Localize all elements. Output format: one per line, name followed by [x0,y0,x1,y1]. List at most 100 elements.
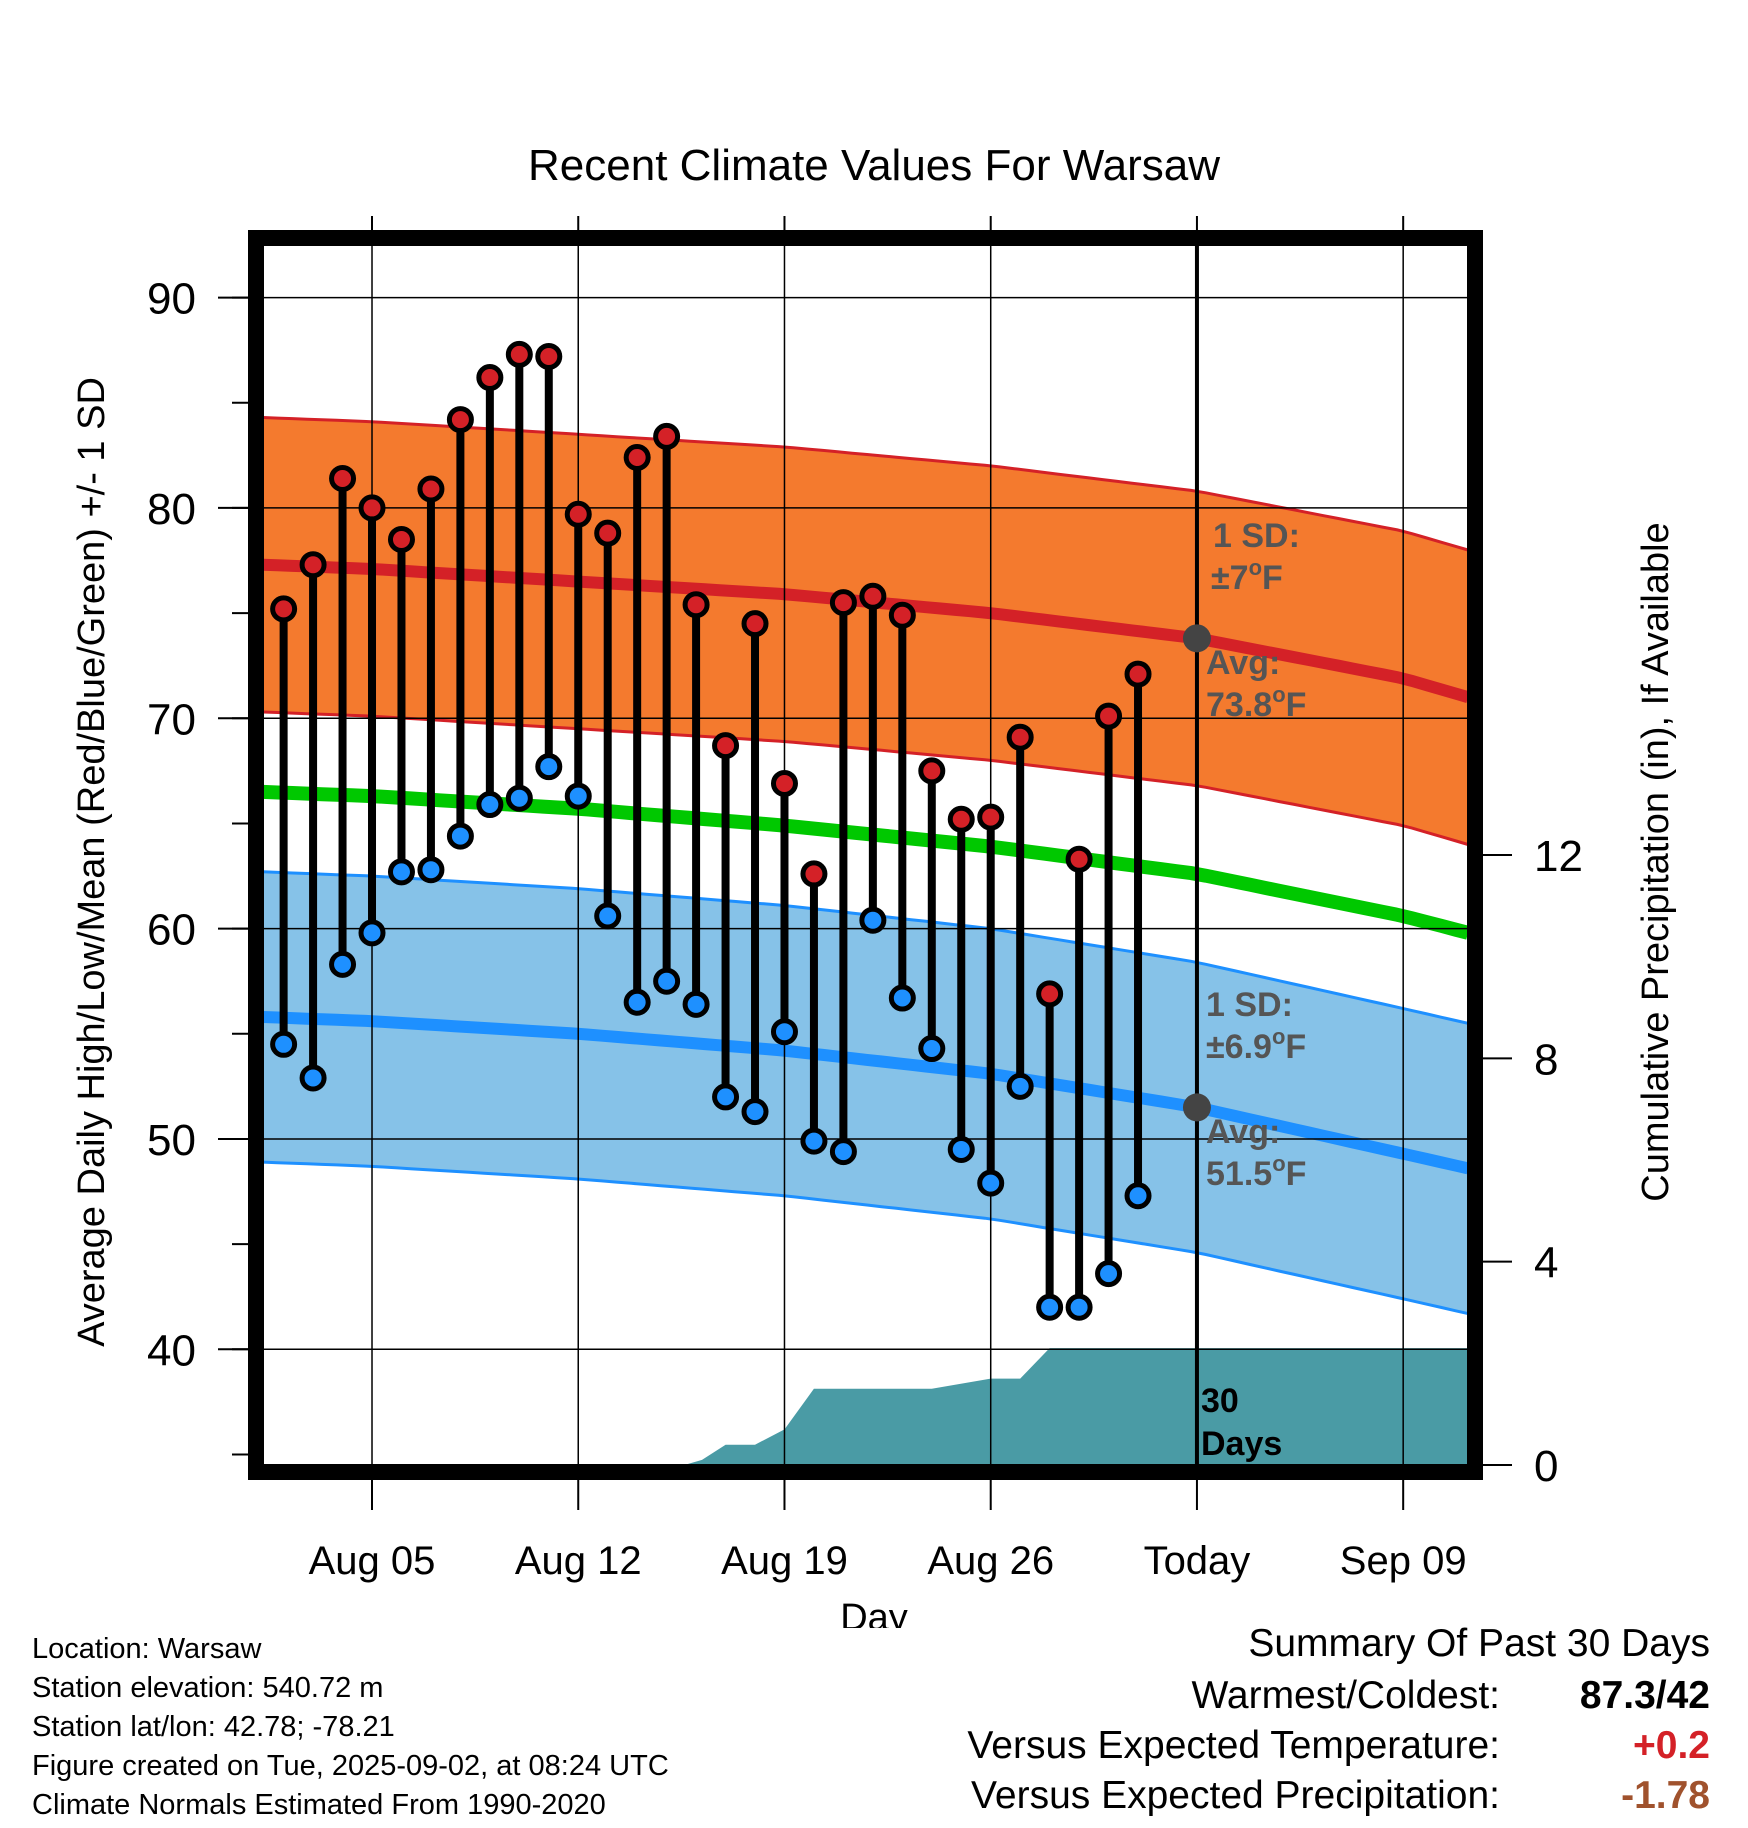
daily-low-point [1124,1182,1152,1210]
today-avg-high-marker [1182,624,1211,653]
precip-label: Versus Expected Precipitation: [971,1774,1500,1817]
summary-title: Summary Of Past 30 Days [1248,1622,1710,1665]
high-sd-label: 1 SD: [1213,517,1300,555]
daily-low-point [888,984,916,1012]
daily-low-point [947,1135,975,1163]
daily-low-point [741,1098,769,1126]
y-tick-label: 40 [147,1326,196,1375]
daily-low-point [829,1138,857,1166]
low-sd-value: ±6.9oF [1206,1024,1306,1066]
y2-tick-label: 12 [1534,832,1583,881]
daily-high-point [623,443,651,471]
daily-high-point [682,591,710,619]
avg-low-line [262,1011,1470,1175]
daily-low-point [712,1083,740,1111]
daily-low-point [977,1169,1005,1197]
temp-label: Versus Expected Temperature: [967,1724,1500,1767]
x-tick-label: Aug 19 [721,1539,848,1583]
high-sd-band [263,417,1468,845]
summary-panel: Summary Of Past 30 Days Warmest/Coldest:… [810,1622,1710,1824]
daily-low-point [1006,1072,1034,1100]
daily-high-point [770,769,798,797]
daily-low-point [476,791,504,819]
y2-tick-label: 8 [1534,1035,1558,1084]
x-tick-label: Today [1144,1539,1251,1583]
high-avg-value: 73.8oF [1206,682,1306,724]
daily-low-point [358,919,386,947]
latlon-text: Station lat/lon: 42.78; -78.21 [32,1711,395,1743]
daily-high-point [829,589,857,617]
high-avg-label: Avg: [1206,644,1280,682]
daily-high-point [1065,845,1093,873]
daily-high-point [947,805,975,833]
temp-value: +0.2 [1633,1724,1710,1767]
daily-high-point [358,494,386,522]
daily-high-point [1095,702,1123,730]
warmest-value: 87.3/42 [1579,1674,1710,1717]
y-tick-label: 80 [147,485,196,534]
y-tick-label: 70 [147,695,196,744]
y-axis-label: Average Daily High/Low/Mean (Red/Blue/Gr… [71,377,113,1347]
daily-high-point [270,595,298,623]
daily-high-point [417,475,445,503]
low-avg-label: Avg: [1206,1113,1280,1151]
daily-high-point [505,340,533,368]
days-label-number: 30 [1201,1382,1239,1420]
daily-high-point [1036,980,1064,1008]
daily-high-point [888,601,916,629]
daily-low-point [1065,1293,1093,1321]
daily-low-point [270,1030,298,1058]
daily-high-point [1006,723,1034,751]
daily-low-point [299,1064,327,1092]
daily-low-point [1095,1260,1123,1288]
daily-high-point [535,342,563,370]
y-tick-label: 50 [147,1116,196,1165]
daily-low-point [417,856,445,884]
daily-low-point [387,858,415,886]
low-sd-label: 1 SD: [1206,986,1293,1024]
x-tick-label: Aug 05 [309,1539,436,1583]
low-avg-value: 51.5oF [1206,1151,1306,1193]
location-text: Location: Warsaw [32,1633,262,1665]
daily-high-point [329,464,357,492]
y2-tick-label: 0 [1534,1442,1558,1491]
y-tick-label: 60 [147,906,196,955]
low-sd-band [263,871,1468,1314]
daily-high-point [712,732,740,760]
daily-high-point [918,757,946,785]
daily-high-point [800,860,828,888]
daily-high-point [653,422,681,450]
daily-low-point [918,1035,946,1063]
axes: 40 50 60 70 80 90 0 4 8 12 Aug 05 Aug 12 Aug 19 Aug 2… [147,216,1583,1583]
low-sd-lower-edge [262,1160,1469,1316]
daily-low-point [623,988,651,1016]
summary-precip-row: Versus Expected Precipitation: -1.78 [810,1774,1710,1824]
daily-high-point [859,582,887,610]
climate-chart: Recent Climate Values For Warsaw 1 SD:±7… [71,141,1677,1628]
daily-high-point [977,803,1005,831]
x-tick-label: Aug 26 [927,1539,1054,1583]
daily-high-point [741,610,769,638]
daily-low-point [446,822,474,850]
summary-warmest-row: Warmest/Coldest: 87.3/42 [810,1674,1710,1724]
created-text: Figure created on Tue, 2025-09-02, at 08… [32,1750,669,1782]
chart-title: Recent Climate Values For Warsaw [528,141,1220,190]
days-label-word: Days [1201,1425,1282,1463]
daily-high-point [1124,660,1152,688]
x-axis-label: Day [840,1597,908,1628]
daily-low-point [1036,1293,1064,1321]
plot-frame [248,230,1483,1480]
daily-low-point [770,1018,798,1046]
daily-low-point [653,967,681,995]
daily-low-point [682,990,710,1018]
daily-low-point [800,1127,828,1155]
daily-low-point [329,950,357,978]
daily-high-point [299,551,327,579]
daily-high-point [446,406,474,434]
precip-value: -1.78 [1621,1774,1710,1817]
daily-low-point [594,902,622,930]
elevation-text: Station elevation: 540.72 m [32,1672,384,1704]
daily-high-point [564,500,592,528]
y-tick-label: 90 [147,275,196,324]
